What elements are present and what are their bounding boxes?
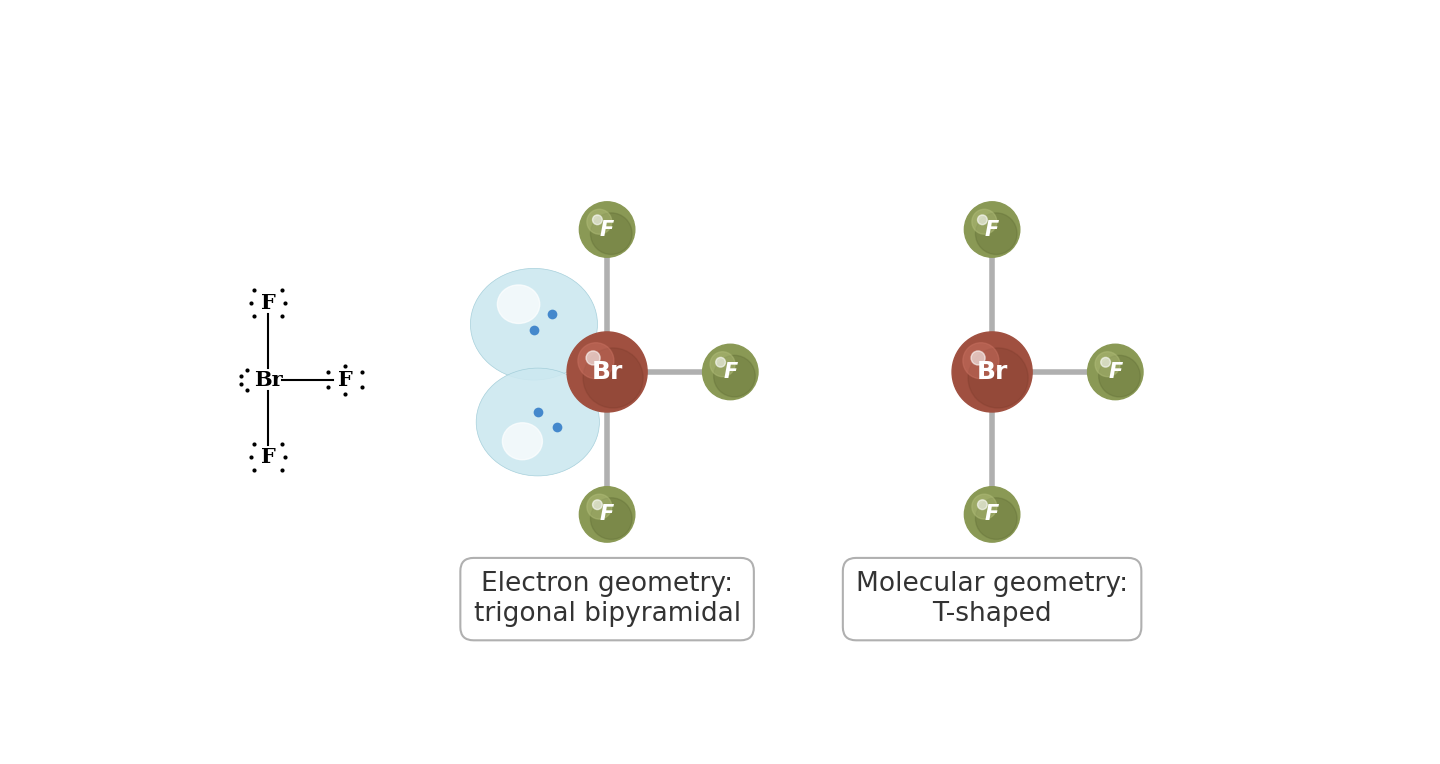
Ellipse shape xyxy=(579,202,635,257)
Ellipse shape xyxy=(1100,358,1110,367)
Ellipse shape xyxy=(567,332,647,412)
Ellipse shape xyxy=(965,202,1020,257)
Ellipse shape xyxy=(590,498,632,539)
Text: Br: Br xyxy=(592,360,622,384)
Ellipse shape xyxy=(972,494,996,519)
Text: F: F xyxy=(723,362,737,382)
Text: Electron geometry:
trigonal bipyramidal: Electron geometry: trigonal bipyramidal xyxy=(474,571,740,627)
Ellipse shape xyxy=(497,285,540,323)
Ellipse shape xyxy=(710,351,734,377)
Ellipse shape xyxy=(577,343,613,379)
Ellipse shape xyxy=(978,215,988,225)
Ellipse shape xyxy=(975,498,1017,539)
Ellipse shape xyxy=(503,422,543,460)
Ellipse shape xyxy=(592,500,602,510)
Ellipse shape xyxy=(471,268,598,380)
Text: F: F xyxy=(338,370,353,390)
Ellipse shape xyxy=(965,487,1020,542)
Ellipse shape xyxy=(963,343,999,379)
Text: F: F xyxy=(1109,362,1122,382)
Text: Br: Br xyxy=(976,360,1008,384)
Ellipse shape xyxy=(592,215,602,225)
Ellipse shape xyxy=(579,487,635,542)
Ellipse shape xyxy=(1099,355,1140,397)
Ellipse shape xyxy=(1094,351,1120,377)
Ellipse shape xyxy=(978,500,988,510)
Text: F: F xyxy=(600,504,615,524)
Ellipse shape xyxy=(975,213,1017,254)
Text: F: F xyxy=(600,219,615,239)
Ellipse shape xyxy=(714,355,755,397)
Ellipse shape xyxy=(972,209,996,235)
Ellipse shape xyxy=(583,348,644,408)
Text: F: F xyxy=(985,219,999,239)
Ellipse shape xyxy=(588,209,612,235)
Ellipse shape xyxy=(703,345,757,400)
Ellipse shape xyxy=(968,348,1028,408)
Ellipse shape xyxy=(586,351,600,365)
Ellipse shape xyxy=(590,213,632,254)
Text: F: F xyxy=(261,447,275,467)
Ellipse shape xyxy=(952,332,1032,412)
Ellipse shape xyxy=(971,351,985,365)
Text: Molecular geometry:
T-shaped: Molecular geometry: T-shaped xyxy=(855,571,1128,627)
Text: F: F xyxy=(261,293,275,312)
Text: Br: Br xyxy=(253,370,282,390)
Ellipse shape xyxy=(588,494,612,519)
Ellipse shape xyxy=(1087,345,1143,400)
Text: F: F xyxy=(985,504,999,524)
Ellipse shape xyxy=(716,358,726,367)
Ellipse shape xyxy=(477,368,599,476)
